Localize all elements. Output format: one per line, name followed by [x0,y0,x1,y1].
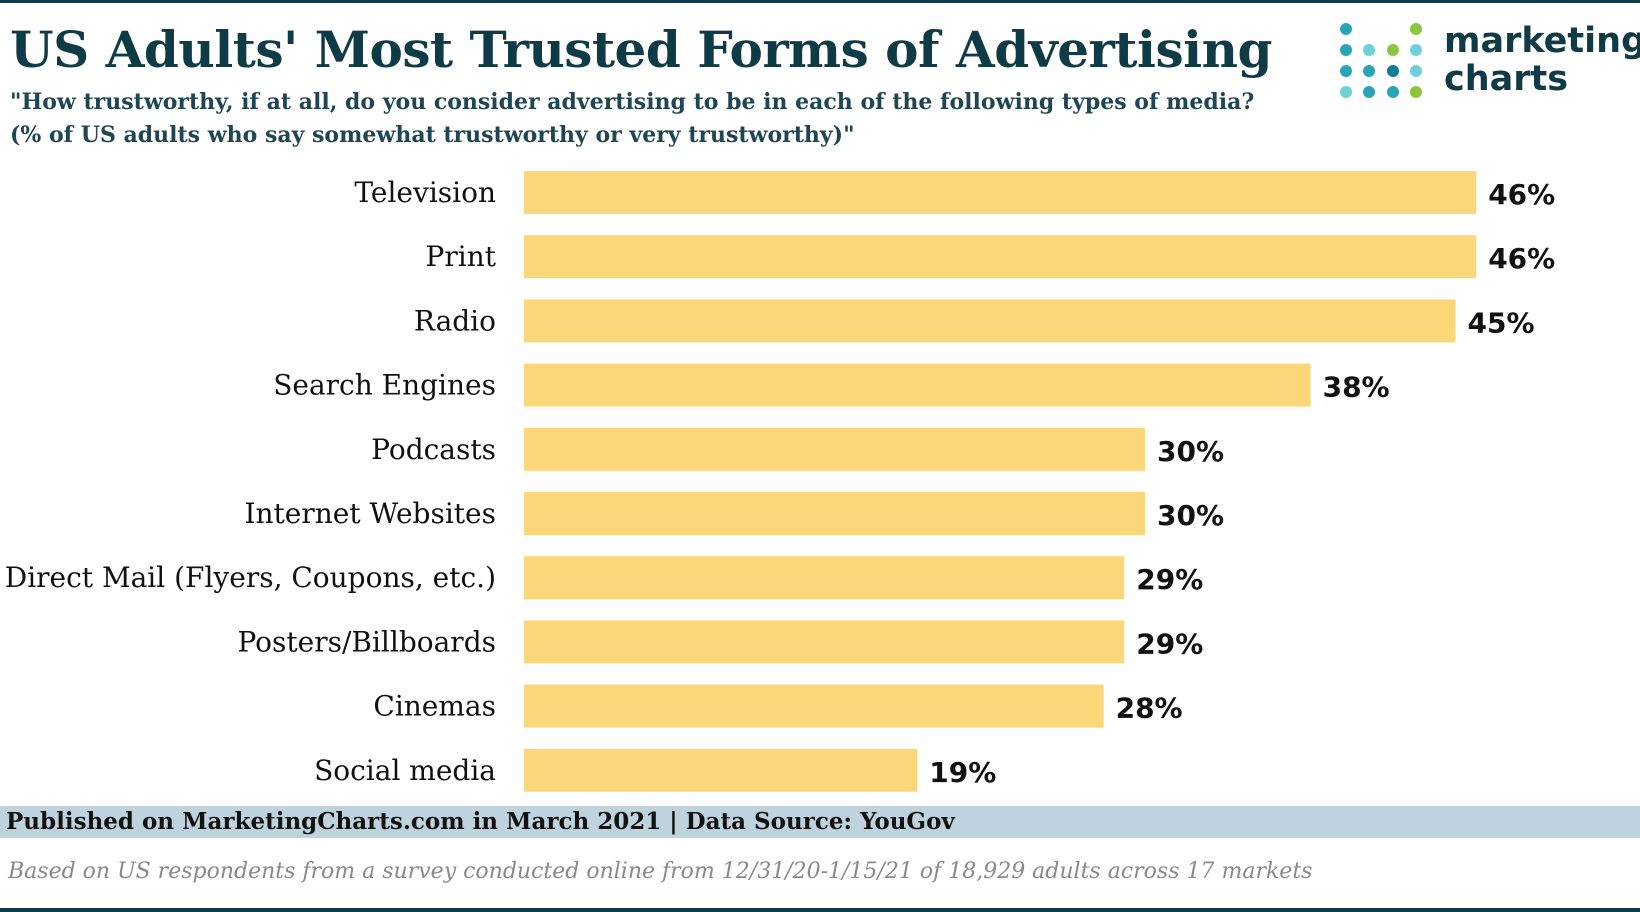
logo-dot [1410,44,1422,56]
logo-wordmark: marketing charts [1444,22,1640,98]
logo-dot [1410,65,1422,77]
logo-line-2: charts [1444,59,1569,99]
logo-dot [1387,86,1399,98]
chart-title: US Adults' Most Trusted Forms of Adverti… [10,20,1272,79]
logo-dot [1410,23,1422,35]
value-label: 29% [1136,563,1203,596]
subtitle-line-1: "How trustworthy, if at all, do you cons… [10,89,1255,115]
logo-dot [1363,44,1375,56]
category-label: Television [354,176,496,209]
value-label: 28% [1116,692,1183,725]
logo-dot [1410,86,1422,98]
category-label: Print [426,240,497,273]
value-label: 29% [1136,627,1203,660]
marketingcharts-logo: marketing charts [1336,20,1640,100]
bar [524,235,1477,279]
logo-dot [1340,65,1352,77]
logo-dot [1387,65,1399,77]
bar [524,299,1456,343]
top-rule [0,0,1640,3]
logo-dot [1340,44,1352,56]
bottom-rule [0,908,1640,912]
footer-band: Published on MarketingCharts.com in Marc… [0,806,1640,838]
category-label: Posters/Billboards [237,625,496,658]
logo-line-1: marketing [1444,21,1640,61]
category-label: Internet Websites [244,497,496,530]
category-label: Search Engines [273,369,496,402]
category-label: Cinemas [373,690,496,723]
logo-dot [1363,86,1375,98]
value-label: 30% [1157,499,1224,532]
value-label: 30% [1157,435,1224,468]
bar [524,620,1125,664]
bar-chart: Television 46% Print 46% Radio 45% Search Engi… [5,171,1555,792]
bar [524,363,1311,407]
logo-dot [1387,44,1399,56]
bar [524,748,918,792]
bar [524,171,1477,214]
published-source: Published on MarketingCharts.com in Marc… [6,808,955,835]
bar [524,684,1104,728]
category-label: Radio [414,304,496,337]
bar [524,492,1145,535]
value-label: 38% [1323,371,1390,404]
category-label: Podcasts [371,433,496,466]
value-label: 45% [1468,306,1535,339]
chart-subtitle: "How trustworthy, if at all, do you cons… [10,86,1255,152]
methodology-note: Based on US respondents from a survey co… [8,859,1313,884]
value-label: 19% [929,756,996,789]
bar [524,427,1145,471]
subtitle-line-2: (% of US adults who say somewhat trustwo… [10,122,855,148]
logo-dots-icon [1340,23,1422,98]
category-label: Social media [314,754,496,787]
logo-dot [1340,86,1352,98]
logo-dot [1340,23,1352,35]
category-label: Direct Mail (Flyers, Coupons, etc.) [5,561,496,594]
logo-dot [1363,65,1375,77]
value-label: 46% [1488,242,1555,275]
bar [524,556,1125,600]
value-label: 46% [1488,178,1555,211]
